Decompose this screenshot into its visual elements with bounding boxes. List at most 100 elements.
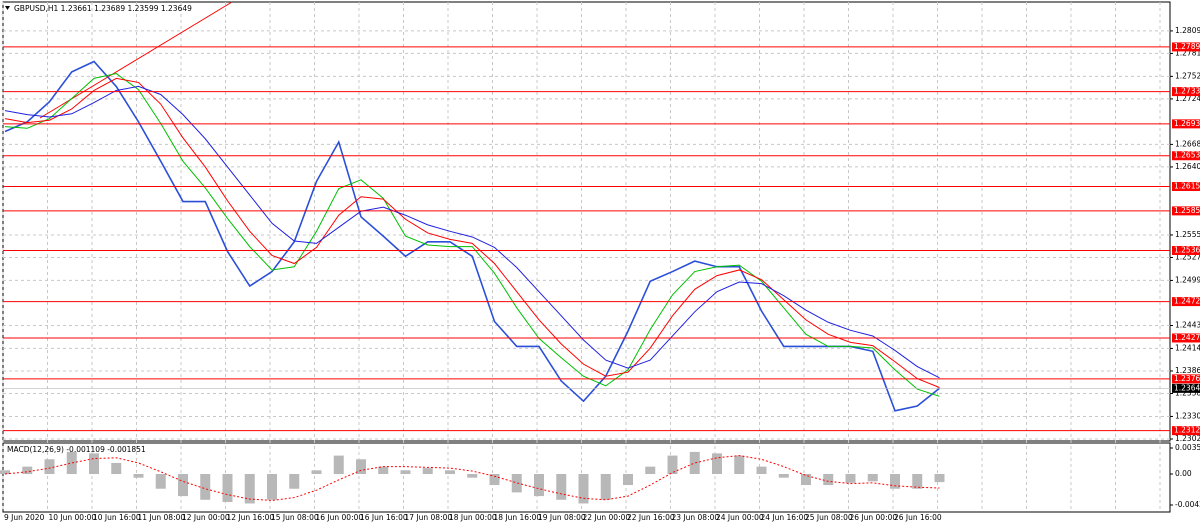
macd-bar [600,474,611,500]
macd-bar [511,474,522,493]
macd-bar [333,455,344,475]
x-tick-label: 26 Jun 16:00 [894,513,942,522]
chart-title: GBPUSD,H1 1.23661 1.23689 1.23599 1.2364… [14,4,192,13]
price-line [4,77,940,388]
macd-bar [845,474,856,483]
macd-bar [311,470,322,475]
y-tick-label: 1.23300 [1175,411,1200,420]
signal-line [4,455,940,502]
price-line [4,60,940,412]
x-tick-label: 23 Jun 08:00 [672,513,720,522]
y-tick-label: 1.24430 [1175,320,1200,329]
macd-bar [222,474,233,502]
x-tick-label: 15 Jun 08:00 [271,513,319,522]
macd-bar [667,455,678,475]
level-tag [1172,206,1200,216]
macd-bar [22,466,33,475]
macd-bar [200,474,211,500]
last-price-label: 1.23649 [1174,383,1200,392]
x-tick-label: 16 Jun 00:00 [316,513,364,522]
y-tick-label: 1.23020 [1175,434,1200,443]
menu-arrow [5,6,10,10]
x-tick-label: 22 Jun 00:00 [583,513,631,522]
last-price-tag [1172,383,1200,393]
level-tag [1172,245,1200,255]
level-label: 1.24275 [1174,333,1200,342]
level-label: 1.26935 [1174,119,1200,128]
macd-bar [867,474,878,482]
macd-title: MACD(12,26,9) -0.001109 -0.001851 [7,445,146,454]
price-line [4,85,940,379]
level-tag [1172,151,1200,161]
y-tick-label: -0.004211 [1175,500,1200,509]
x-tick-label: 18 Jun 16:00 [494,513,542,522]
macd-bar [801,474,811,486]
macd-bar [89,453,99,475]
level-tag [1172,181,1200,191]
x-tick-label: 24 Jun 16:00 [761,513,809,522]
macd-bar [445,470,455,475]
level-label: 1.25362 [1174,245,1200,254]
macd-bar [756,466,767,475]
y-tick-label: 1.24145 [1175,343,1200,352]
macd-bar [912,474,923,489]
macd-bar [467,474,478,478]
level-tag [1172,333,1200,343]
y-tick-label: 0.003532 [1175,443,1200,452]
x-tick-label: 19 Jun 08:00 [538,513,586,522]
level-label: 1.25854 [1174,206,1200,215]
macd-bar [556,474,567,500]
macd-bar [934,474,945,483]
y-tick-label: 0.00 [1175,469,1192,478]
macd-bar [378,466,389,475]
y-tick-label: 1.24990 [1175,275,1200,284]
macd-bar [356,459,366,475]
level-tag [1172,297,1200,307]
x-tick-label: 9 Jun 2020 [4,513,45,522]
y-tick-label: 1.26400 [1175,162,1200,171]
macd-bar [267,474,277,500]
price-frame [2,1,1171,442]
y-tick-label: 1.27810 [1175,48,1200,57]
macd-bar [44,459,55,475]
macd-bar [778,474,789,478]
x-tick-label: 12 Jun 16:00 [227,513,275,522]
x-tick-label: 25 Jun 08:00 [805,513,853,522]
macd-bar [645,466,656,475]
macd-bar [178,474,188,497]
level-tag [1172,374,1200,384]
y-tick-label: 1.28090 [1175,26,1200,35]
macd-bar [578,474,589,504]
macd-bar [66,451,77,475]
y-tick-label: 1.23865 [1175,366,1200,375]
y-tick-label: 1.27525 [1175,71,1200,80]
macd-bar [133,474,144,478]
macd-bar [823,474,834,486]
level-label: 1.23124 [1174,426,1200,435]
y-tick-label: 1.25275 [1175,252,1200,261]
macd-bar [0,470,10,475]
macd-bar [111,462,122,475]
x-tick-label: 24 Jun 00:00 [716,513,764,522]
macd-bar [712,453,722,475]
x-tick-label: 22 Jun 16:00 [627,513,675,522]
x-tick-label: 11 Jun 08:00 [138,513,186,522]
y-tick-label: 1.26680 [1175,139,1200,148]
y-tick-label: 1.23585 [1175,389,1200,398]
grid [2,2,1170,512]
macd-bar [400,470,411,475]
x-tick-label: 16 Jun 16:00 [360,513,408,522]
macd-bar [623,474,633,486]
x-tick-label: 12 Jun 00:00 [182,513,230,522]
x-tick-label: 17 Jun 08:00 [405,513,453,522]
macd-bar [689,451,700,475]
macd-bar [489,474,500,486]
y-tick-label: 1.27245 [1175,94,1200,103]
level-label: 1.27336 [1174,87,1200,96]
y-tick-label: 1.25555 [1175,230,1200,239]
level-label: 1.24727 [1174,297,1200,306]
level-label: 1.26539 [1174,151,1200,160]
